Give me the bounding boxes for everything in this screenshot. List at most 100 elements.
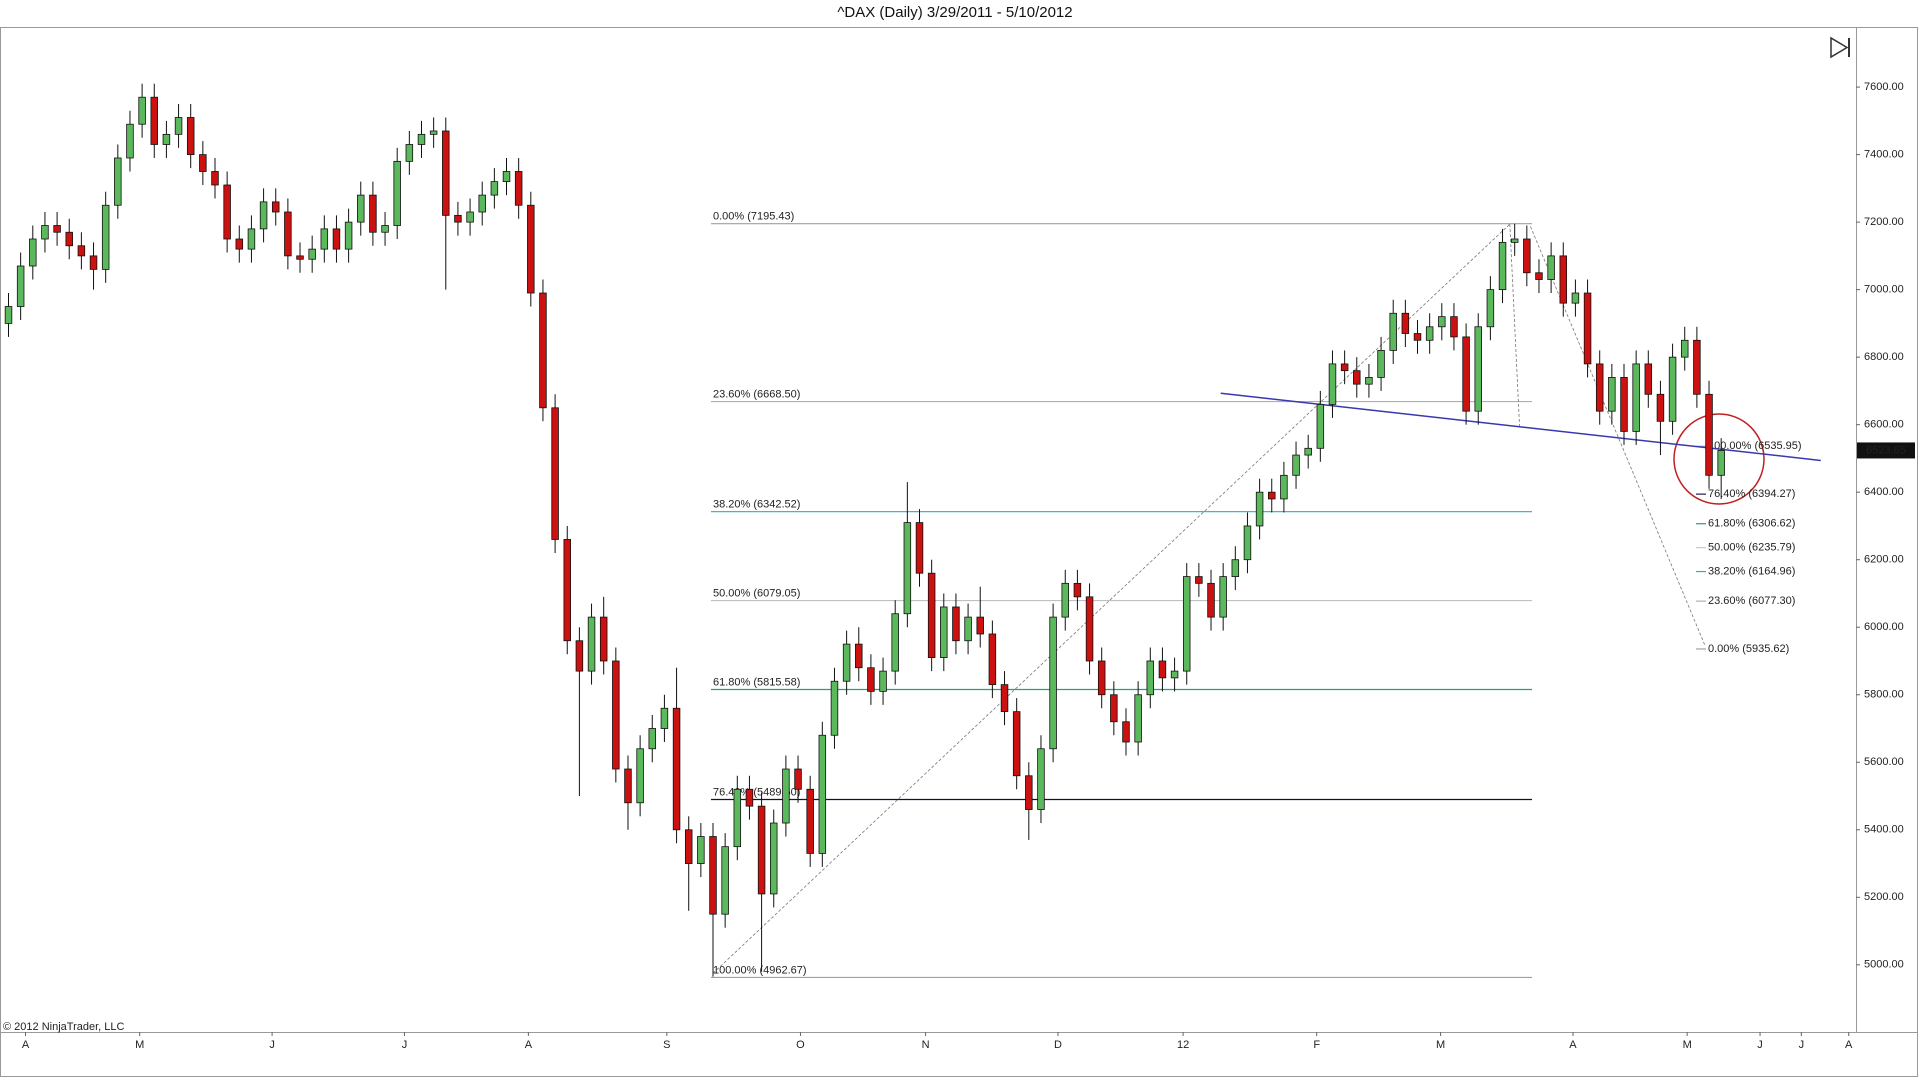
candle-body	[927, 572, 936, 659]
candle-body	[733, 788, 742, 848]
candle-body	[697, 836, 705, 864]
x-tick-label: J	[1757, 1039, 1763, 1051]
candle-body	[539, 292, 547, 409]
candle-body	[1170, 670, 1179, 679]
candle-body	[65, 231, 73, 247]
fib-label: 50.00% (6079.05)	[713, 587, 800, 599]
fib-label: 61.80% (6306.62)	[1708, 518, 1795, 530]
candle-body	[915, 522, 924, 574]
copyright: © 2012 NinjaTrader, LLC	[3, 1021, 124, 1033]
candle-body	[1535, 272, 1543, 280]
candle-body	[1656, 393, 1665, 422]
candle-body	[891, 613, 899, 672]
fib-label: 38.20% (6342.52)	[713, 499, 800, 511]
candle-body	[417, 133, 426, 145]
last-price-label: 6523.65	[1866, 444, 1906, 456]
candle-body	[1097, 660, 1106, 696]
candle-body	[1037, 748, 1045, 810]
y-tick-label: 6800.00	[1864, 351, 1904, 363]
y-tick-label: 7200.00	[1864, 216, 1904, 228]
candle-body	[1413, 333, 1422, 341]
candle-body	[89, 255, 98, 270]
y-tick-label: 6600.00	[1864, 419, 1904, 431]
candle-body	[369, 194, 377, 233]
x-tick-label: J	[269, 1039, 275, 1051]
candle-body	[1450, 316, 1458, 338]
fib-label: 0.00% (5935.62)	[1708, 643, 1789, 655]
candle-body	[855, 643, 863, 669]
x-tick-label: N	[922, 1039, 930, 1051]
x-tick-label: A	[1845, 1039, 1853, 1051]
candle-body	[1073, 582, 1082, 598]
y-tick-label: 5600.00	[1864, 756, 1904, 768]
candle-body	[1049, 616, 1057, 750]
candle-body	[247, 228, 256, 250]
candle-body	[1498, 241, 1507, 291]
candle-body	[1122, 721, 1130, 743]
candle-body	[41, 225, 49, 240]
candle-body	[684, 829, 693, 864]
candle-body	[1255, 491, 1264, 527]
x-tick-label: A	[22, 1039, 30, 1051]
candle-body	[830, 680, 839, 736]
candle-body	[16, 265, 25, 307]
candle-body	[1110, 694, 1118, 723]
candle-body	[903, 522, 912, 615]
candle-body	[442, 130, 450, 216]
x-tick-label: M	[135, 1039, 144, 1051]
candle-body	[1292, 454, 1300, 476]
skip-icon[interactable]	[1830, 36, 1850, 59]
candle-body	[1231, 559, 1240, 577]
candle-body	[648, 728, 657, 750]
candle-body	[952, 606, 960, 642]
fib-label: 100.00% (4962.67)	[713, 964, 807, 976]
candle-body	[4, 306, 13, 324]
candle-body	[587, 616, 596, 672]
candle-body	[466, 211, 474, 223]
candle-body	[1474, 326, 1482, 412]
candle-body	[1328, 363, 1337, 405]
candle-body	[271, 201, 280, 213]
fib-label: 61.80% (5815.58)	[713, 676, 800, 688]
candle-body	[709, 836, 717, 915]
x-tick-label: F	[1313, 1039, 1320, 1051]
candle-body	[186, 117, 195, 156]
candle-body	[1340, 363, 1349, 372]
candle-body	[1207, 582, 1215, 618]
x-tick-label: O	[796, 1039, 805, 1051]
dashed-line	[712, 223, 1511, 974]
candle-body	[794, 768, 802, 790]
candle-body	[672, 707, 681, 831]
candle-body	[1316, 404, 1325, 449]
x-tick-label: S	[663, 1039, 670, 1051]
y-tick-label: 5800.00	[1864, 689, 1904, 701]
candle-body	[1195, 576, 1203, 584]
candle-body	[1608, 377, 1616, 412]
candle-body	[53, 225, 61, 233]
candle-body	[1268, 491, 1276, 500]
candle-body	[101, 204, 110, 270]
candle-body	[1389, 312, 1397, 351]
candle-body	[259, 201, 268, 230]
candle-body	[1061, 582, 1069, 618]
candle-body	[357, 194, 365, 223]
candle-body	[757, 805, 766, 895]
candle-body	[1486, 289, 1495, 328]
candle-body	[1462, 336, 1470, 412]
candle-body	[1025, 775, 1033, 810]
candle-body	[1680, 339, 1689, 358]
candle-body	[1219, 576, 1227, 618]
candle-body	[478, 194, 486, 213]
dashed-line	[1509, 224, 1520, 427]
candle-body	[1280, 474, 1288, 500]
candle-body	[514, 171, 523, 206]
candle-body	[77, 245, 86, 257]
icon-triangle[interactable]	[1830, 36, 1849, 59]
candle-body	[1595, 363, 1604, 412]
candle-body	[940, 606, 948, 659]
candle-body	[1134, 694, 1142, 743]
candle-body	[1365, 377, 1373, 385]
candle-body	[624, 768, 632, 804]
candle-body	[308, 248, 316, 260]
